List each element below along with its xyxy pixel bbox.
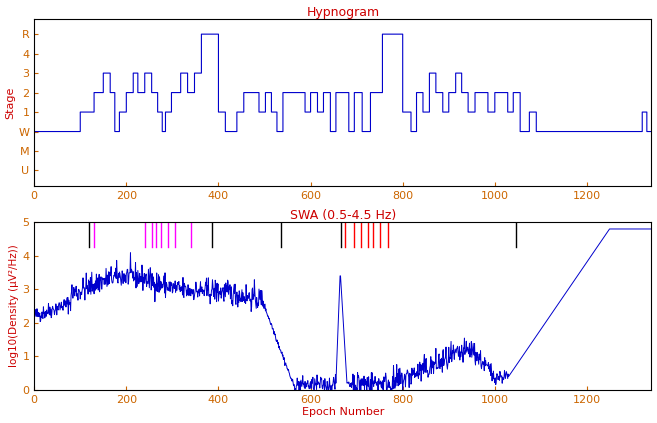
Y-axis label: log10(Density (μV²/Hz)): log10(Density (μV²/Hz)) [9,244,20,368]
X-axis label: Epoch Number: Epoch Number [302,407,384,418]
Title: Hypnogram: Hypnogram [306,5,379,19]
Y-axis label: Stage: Stage [5,86,16,118]
Title: SWA (0.5-4.5 Hz): SWA (0.5-4.5 Hz) [290,209,396,222]
